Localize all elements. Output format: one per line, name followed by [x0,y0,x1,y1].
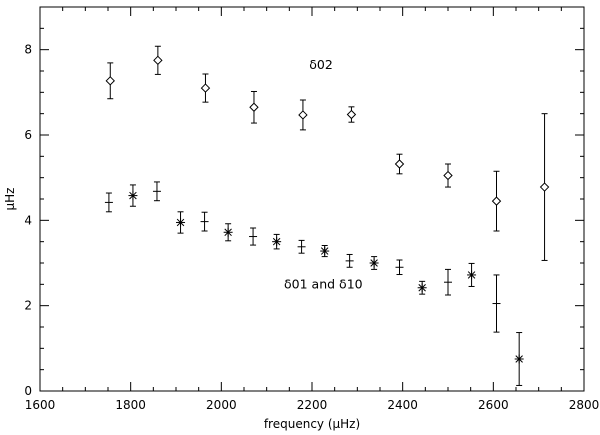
asterisk-marker-d2 [467,271,476,279]
asterisk-marker-d2 [515,355,523,363]
asterisk-marker-d2 [129,191,137,200]
y-tick-label: 4 [24,213,32,227]
diamond-marker [200,83,211,93]
diamond-marker [105,76,115,86]
data-point-asterisk [467,262,477,287]
data-point-diamond [153,45,163,75]
data-point-plus [104,192,113,213]
x-tick-label: 1600 [25,398,56,412]
data-point-asterisk [176,211,186,234]
data-point-plus [395,259,404,276]
diamond-marker [153,55,163,66]
asterisk-marker-d2 [176,218,185,227]
data-point-diamond [298,99,308,131]
asterisk-marker-d2 [272,237,281,246]
data-point-asterisk [320,245,330,258]
data-point-asterisk [272,233,282,250]
data-point-asterisk [128,184,138,207]
y-tick-label: 0 [24,384,32,398]
data-point-plus [249,227,258,246]
x-tick-label: 1800 [115,398,146,412]
annotation-d01-d10: δ01 and δ10 [284,277,363,292]
data-point-plus [297,239,306,254]
y-tick-label: 6 [24,128,32,142]
y-axis-title: μHz [3,188,17,211]
asterisk-marker-d2 [224,228,232,237]
data-point-diamond [249,90,259,124]
x-tick-label: 2200 [297,398,328,412]
x-tick-label: 2600 [478,398,509,412]
annotation-d02: δ02 [309,57,333,72]
diamond-marker [539,182,550,192]
asterisk-marker-d2 [370,259,378,267]
x-tick-label: 2800 [569,398,600,412]
y-tick-label: 2 [24,299,32,313]
y-tick-label: 8 [24,43,32,57]
x-axis-title: frequency (μHz) [264,417,360,431]
data-point-diamond [539,113,550,261]
diamond-marker [443,170,453,181]
data-point-plus [492,274,501,333]
x-tick-label: 2400 [387,398,418,412]
data-point-asterisk [369,256,379,270]
data-markers [104,45,550,386]
axis-tick-labels: 1600 1800 2000 2200 2400 2600 2800 0 2 4 6 8 [24,43,599,412]
diamond-marker [346,109,357,120]
data-point-asterisk [223,223,233,242]
data-point-diamond [346,106,357,123]
x-tick-label: 2000 [206,398,237,412]
axis-ticks [39,6,585,392]
asterisk-marker-d2 [418,283,426,292]
diamond-marker [298,110,308,120]
data-point-diamond [443,163,453,188]
data-point-plus [200,211,209,232]
data-point-asterisk [417,280,427,295]
data-point-asterisk [514,332,524,386]
data-point-plus [345,253,354,268]
data-point-diamond [200,73,211,103]
diamond-marker [249,102,259,112]
diamond-marker [394,159,405,169]
data-point-plus [444,268,452,296]
data-point-diamond [394,153,405,175]
asterisk-marker-d2 [320,247,329,255]
data-point-plus [152,181,161,202]
data-point-diamond [491,170,502,232]
diamond-marker [491,196,502,206]
data-point-diamond [105,62,115,100]
